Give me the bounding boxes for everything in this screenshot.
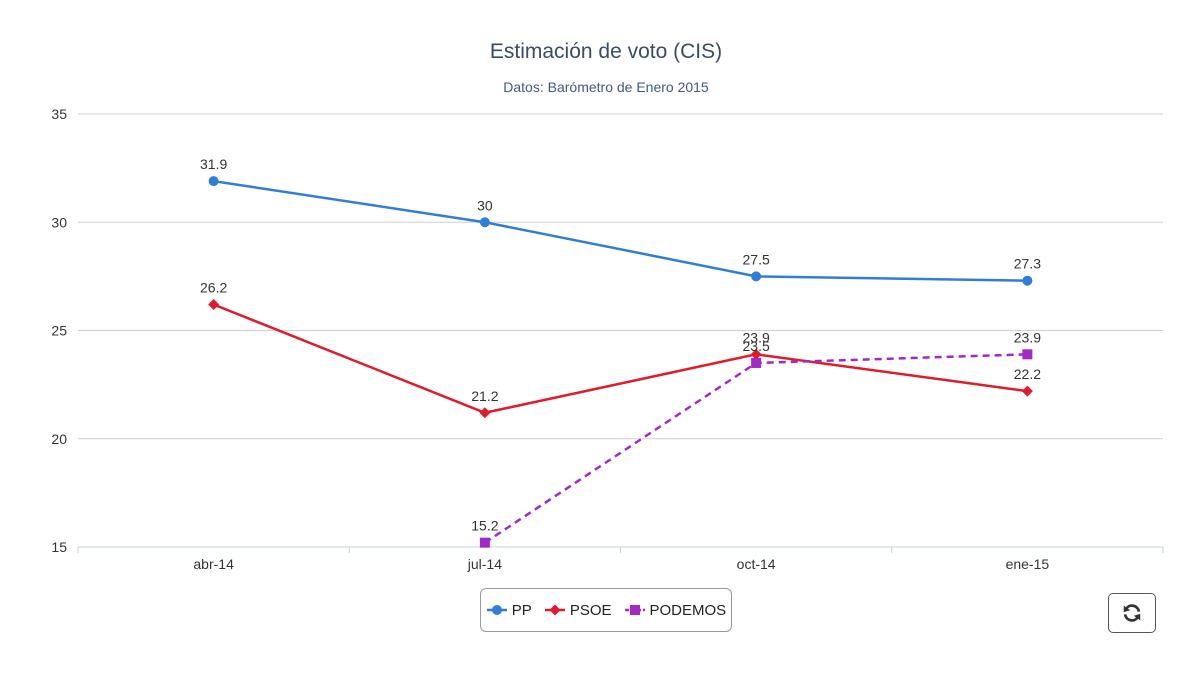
data-label-pp: 27.3 [1014,256,1041,272]
refresh-icon [1123,604,1141,622]
legend: PP PSOE PODEMOS [480,588,732,632]
point-podemos[interactable] [479,537,490,548]
legend-marker-psoe [549,604,561,616]
y-tick-label: 35 [51,106,67,122]
point-psoe[interactable] [1021,385,1033,397]
y-tick-label: 25 [51,323,67,339]
legend-symbol-pp [486,605,507,615]
data-label-podemos: 23.9 [1014,329,1041,345]
data-label-podemos: 15.2 [471,518,498,534]
point-pp[interactable] [751,271,762,282]
axes: 35 30 25 20 15 abr-14 jul-14 oct-14 ene-15 [51,106,1164,572]
y-tick-label: 20 [51,431,67,447]
legend-label: PSOE [569,601,612,619]
legend-symbol-psoe [544,604,565,616]
legend-marker-podemos [629,605,640,615]
legend-item-pp[interactable]: PP [486,602,532,619]
legend-item-psoe[interactable]: PSOE [544,602,612,619]
legend-label: PP [511,601,532,619]
data-label-pp: 31.9 [200,156,227,172]
data-label-pp: 30 [477,197,493,213]
data-label-podemos: 23.5 [743,338,770,354]
legend-item-podemos[interactable]: PODEMOS [624,601,727,619]
point-pp[interactable] [208,176,219,187]
data-label-pp: 27.5 [743,251,770,267]
data-label-psoe: 23.9 [743,329,770,345]
point-pp[interactable] [479,217,490,228]
refresh-button[interactable] [1108,593,1156,633]
chart-title: Estimación de voto (CIS) [490,40,722,63]
point-psoe[interactable] [479,407,491,419]
data-label-psoe: 26.2 [200,280,227,296]
data-label-psoe: 21.2 [471,388,498,404]
x-tick-label: abr-14 [193,556,234,572]
x-tick-label: oct-14 [737,556,776,572]
grid [78,113,1163,440]
chart-subtitle: Datos: Barómetro de Enero 2015 [503,79,709,95]
point-psoe[interactable] [750,348,762,360]
series-line-pp [213,179,1028,282]
data-label-psoe: 22.2 [1014,366,1041,382]
series-line-podemos [484,353,1028,544]
x-tick-label: ene-15 [1006,556,1050,572]
legend-label: PODEMOS [649,601,727,619]
y-tick-label: 30 [51,214,67,230]
point-pp[interactable] [1022,275,1033,286]
point-podemos[interactable] [1022,349,1033,360]
x-tick-label: jul-14 [467,556,502,572]
legend-symbol-podemos [624,605,645,615]
y-tick-label: 15 [51,539,67,555]
series-line-psoe [213,303,1028,415]
legend-marker-pp [491,605,502,615]
point-psoe[interactable] [208,299,220,311]
series [208,176,1033,548]
point-podemos[interactable] [751,357,762,368]
